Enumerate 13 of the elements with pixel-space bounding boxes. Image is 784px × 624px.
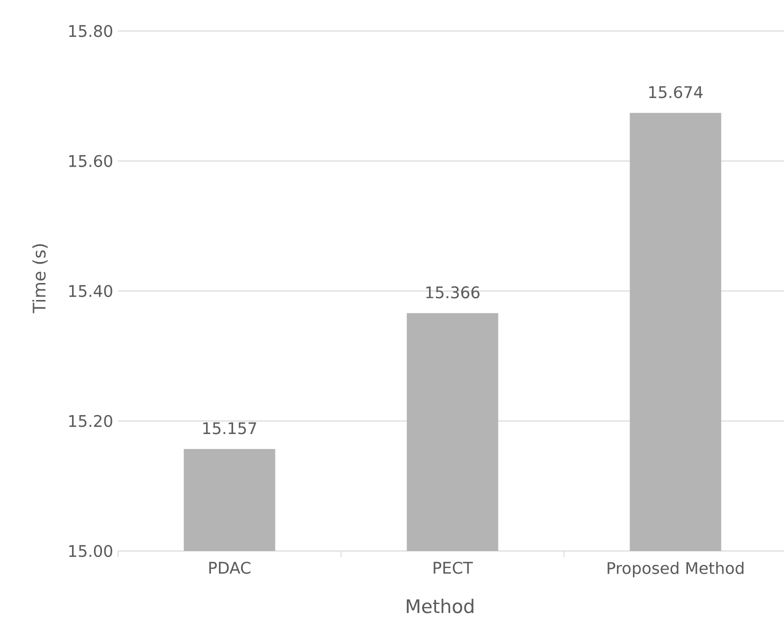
x-axis-title: Method [406, 598, 474, 614]
y-tick-label: 15.00 [69, 544, 112, 558]
x-tick-label: Proposed Method [608, 562, 744, 578]
data-label: 15.157 [203, 422, 256, 434]
y-tick-label: 15.20 [69, 414, 112, 428]
data-label: 15.674 [649, 86, 703, 98]
x-tick-label: PDAC [209, 562, 250, 574]
x-tick-label: PECT [434, 562, 473, 574]
y-axis-title: Time (s) [32, 244, 48, 314]
y-tick-label: 15.60 [69, 154, 112, 168]
y-tick-label: 15.40 [69, 284, 112, 298]
y-tick-label: 15.80 [69, 24, 112, 38]
data-label: 15.366 [426, 286, 480, 298]
